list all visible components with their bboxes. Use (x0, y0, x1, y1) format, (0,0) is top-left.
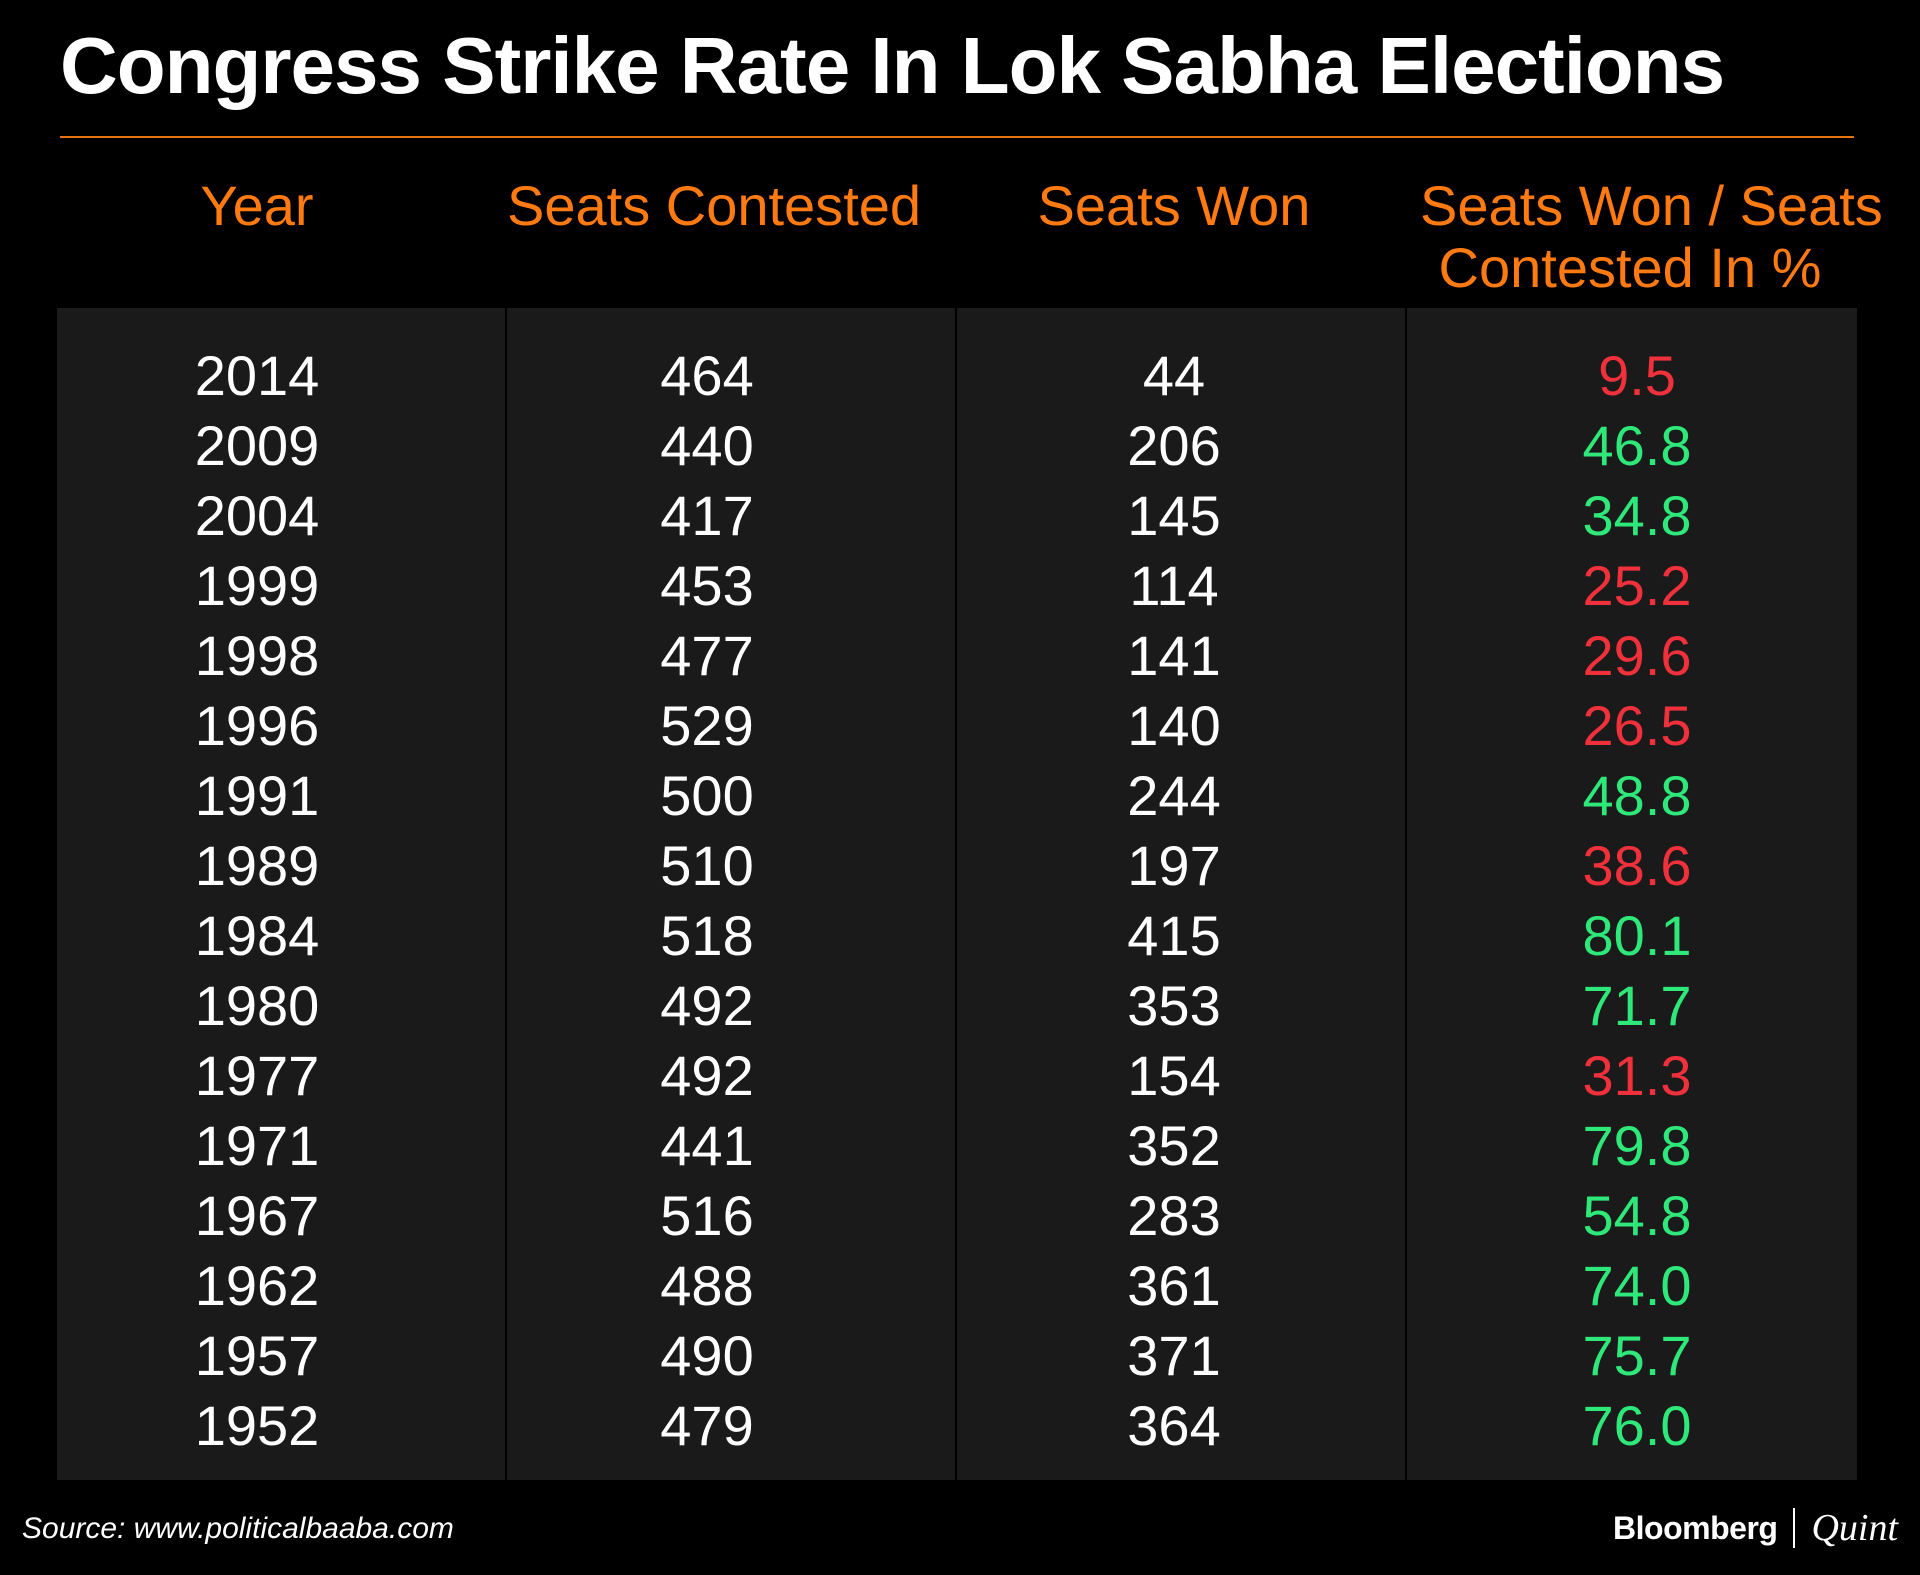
cell-strike-rate: 31.3 (1582, 1044, 1692, 1107)
cell-seats-won: 206 (1127, 414, 1221, 477)
cell-seats-won: 371 (1127, 1324, 1221, 1387)
table-row: 1957 490 371 75.7 (57, 1321, 1857, 1391)
table-row: 1967 516 283 54.8 (57, 1181, 1857, 1251)
cell-year: 1971 (194, 1114, 320, 1177)
cell-year: 1977 (194, 1044, 320, 1107)
cell-seats-contested: 529 (660, 694, 754, 757)
column-divider (955, 308, 957, 1480)
cell-strike-rate: 71.7 (1582, 974, 1692, 1037)
table-row: 1971 441 352 79.8 (57, 1111, 1857, 1181)
cell-seats-won: 244 (1127, 764, 1221, 827)
cell-year: 2014 (194, 344, 320, 407)
cell-strike-rate: 80.1 (1582, 904, 1692, 967)
cell-strike-rate: 48.8 (1582, 764, 1692, 827)
cell-seats-contested: 500 (660, 764, 754, 827)
cell-strike-rate: 76.0 (1582, 1394, 1692, 1457)
brand-primary: Bloomberg (1613, 1509, 1778, 1546)
cell-seats-contested: 492 (660, 974, 754, 1037)
cell-seats-contested: 490 (660, 1324, 754, 1387)
cell-year: 1989 (194, 834, 320, 897)
cell-strike-rate: 34.8 (1582, 484, 1692, 547)
cell-strike-rate: 38.6 (1582, 834, 1692, 897)
cell-seats-won: 145 (1127, 484, 1221, 547)
table-row: 1989 510 197 38.6 (57, 831, 1857, 901)
cell-strike-rate: 46.8 (1582, 414, 1692, 477)
header-year: Year (200, 174, 314, 237)
brand-secondary: Quint (1811, 1507, 1898, 1549)
cell-seats-contested: 518 (660, 904, 754, 967)
cell-seats-contested: 477 (660, 624, 754, 687)
table-row: 1962 488 361 74.0 (57, 1251, 1857, 1321)
cell-seats-contested: 440 (660, 414, 754, 477)
cell-seats-won: 361 (1127, 1254, 1221, 1317)
column-divider (1405, 308, 1407, 1480)
cell-year: 1999 (194, 554, 320, 617)
brand-separator (1793, 1508, 1796, 1548)
title-divider (60, 136, 1854, 138)
table-row: 1984 518 415 80.1 (57, 901, 1857, 971)
cell-seats-contested: 488 (660, 1254, 754, 1317)
cell-year: 1952 (194, 1394, 320, 1457)
column-divider (505, 308, 507, 1480)
cell-year: 1962 (194, 1254, 320, 1317)
cell-seats-contested: 510 (660, 834, 754, 897)
cell-seats-won: 364 (1127, 1394, 1221, 1457)
cell-seats-won: 114 (1129, 554, 1219, 617)
cell-strike-rate: 75.7 (1582, 1324, 1692, 1387)
cell-seats-contested: 417 (660, 484, 754, 547)
cell-strike-rate: 74.0 (1582, 1254, 1692, 1317)
table-row: 2014 464 44 9.5 (57, 341, 1857, 411)
cell-year: 1984 (194, 904, 320, 967)
table-row: 1991 500 244 48.8 (57, 761, 1857, 831)
cell-year: 2009 (194, 414, 320, 477)
cell-seats-won: 353 (1127, 974, 1221, 1037)
header-seats-contested: Seats Contested (507, 174, 922, 237)
table-row: 1996 529 140 26.5 (57, 691, 1857, 761)
cell-strike-rate: 9.5 (1598, 344, 1676, 407)
cell-seats-contested: 464 (660, 344, 754, 407)
cell-year: 1980 (194, 974, 320, 1037)
table-row: 1952 479 364 76.0 (57, 1391, 1857, 1461)
cell-seats-contested: 441 (660, 1114, 754, 1177)
cell-seats-contested: 479 (660, 1394, 754, 1457)
cell-seats-won: 154 (1127, 1044, 1221, 1107)
cell-seats-won: 197 (1127, 834, 1221, 897)
cell-strike-rate: 26.5 (1582, 694, 1692, 757)
cell-seats-contested: 516 (660, 1184, 754, 1247)
cell-strike-rate: 54.8 (1582, 1184, 1692, 1247)
cell-seats-contested: 453 (660, 554, 754, 617)
cell-year: 1991 (194, 764, 320, 827)
cell-seats-won: 141 (1127, 624, 1221, 687)
source-note: Source: www.politicalbaaba.com (22, 1512, 454, 1545)
cell-seats-won: 44 (1142, 344, 1206, 407)
header-seats-won: Seats Won (1037, 174, 1311, 237)
cell-year: 1998 (194, 624, 320, 687)
cell-seats-contested: 492 (660, 1044, 754, 1107)
table-row: 2009 440 206 46.8 (57, 411, 1857, 481)
cell-year: 2004 (194, 484, 320, 547)
cell-seats-won: 352 (1127, 1114, 1221, 1177)
table-row: 1977 492 154 31.3 (57, 1041, 1857, 1111)
table-row: 1999 453 114 25.2 (57, 551, 1857, 621)
cell-year: 1957 (194, 1324, 320, 1387)
table-row: 1998 477 141 29.6 (57, 621, 1857, 691)
cell-strike-rate: 25.2 (1582, 554, 1692, 617)
table-row: 2004 417 145 34.8 (57, 481, 1857, 551)
chart-title: Congress Strike Rate In Lok Sabha Electi… (60, 21, 1725, 110)
brand-logo: Bloomberg Quint (1613, 1506, 1898, 1550)
cell-year: 1967 (194, 1184, 320, 1247)
cell-strike-rate: 79.8 (1582, 1114, 1692, 1177)
header-strike-rate: Seats Won / Seats Contested In % (1420, 174, 1883, 299)
cell-seats-won: 283 (1127, 1184, 1221, 1247)
table-row: 1980 492 353 71.7 (57, 971, 1857, 1041)
header-strike-rate-line1: Seats Won / Seats (1420, 174, 1883, 237)
header-strike-rate-line2: Contested In % (1438, 236, 1822, 299)
data-table: 2014 464 44 9.5 2009 440 206 46.8 2004 417 145 34.8… (57, 308, 1857, 1480)
cell-seats-won: 140 (1127, 694, 1221, 757)
cell-year: 1996 (194, 694, 320, 757)
cell-strike-rate: 29.6 (1582, 624, 1692, 687)
cell-seats-won: 415 (1127, 904, 1221, 967)
